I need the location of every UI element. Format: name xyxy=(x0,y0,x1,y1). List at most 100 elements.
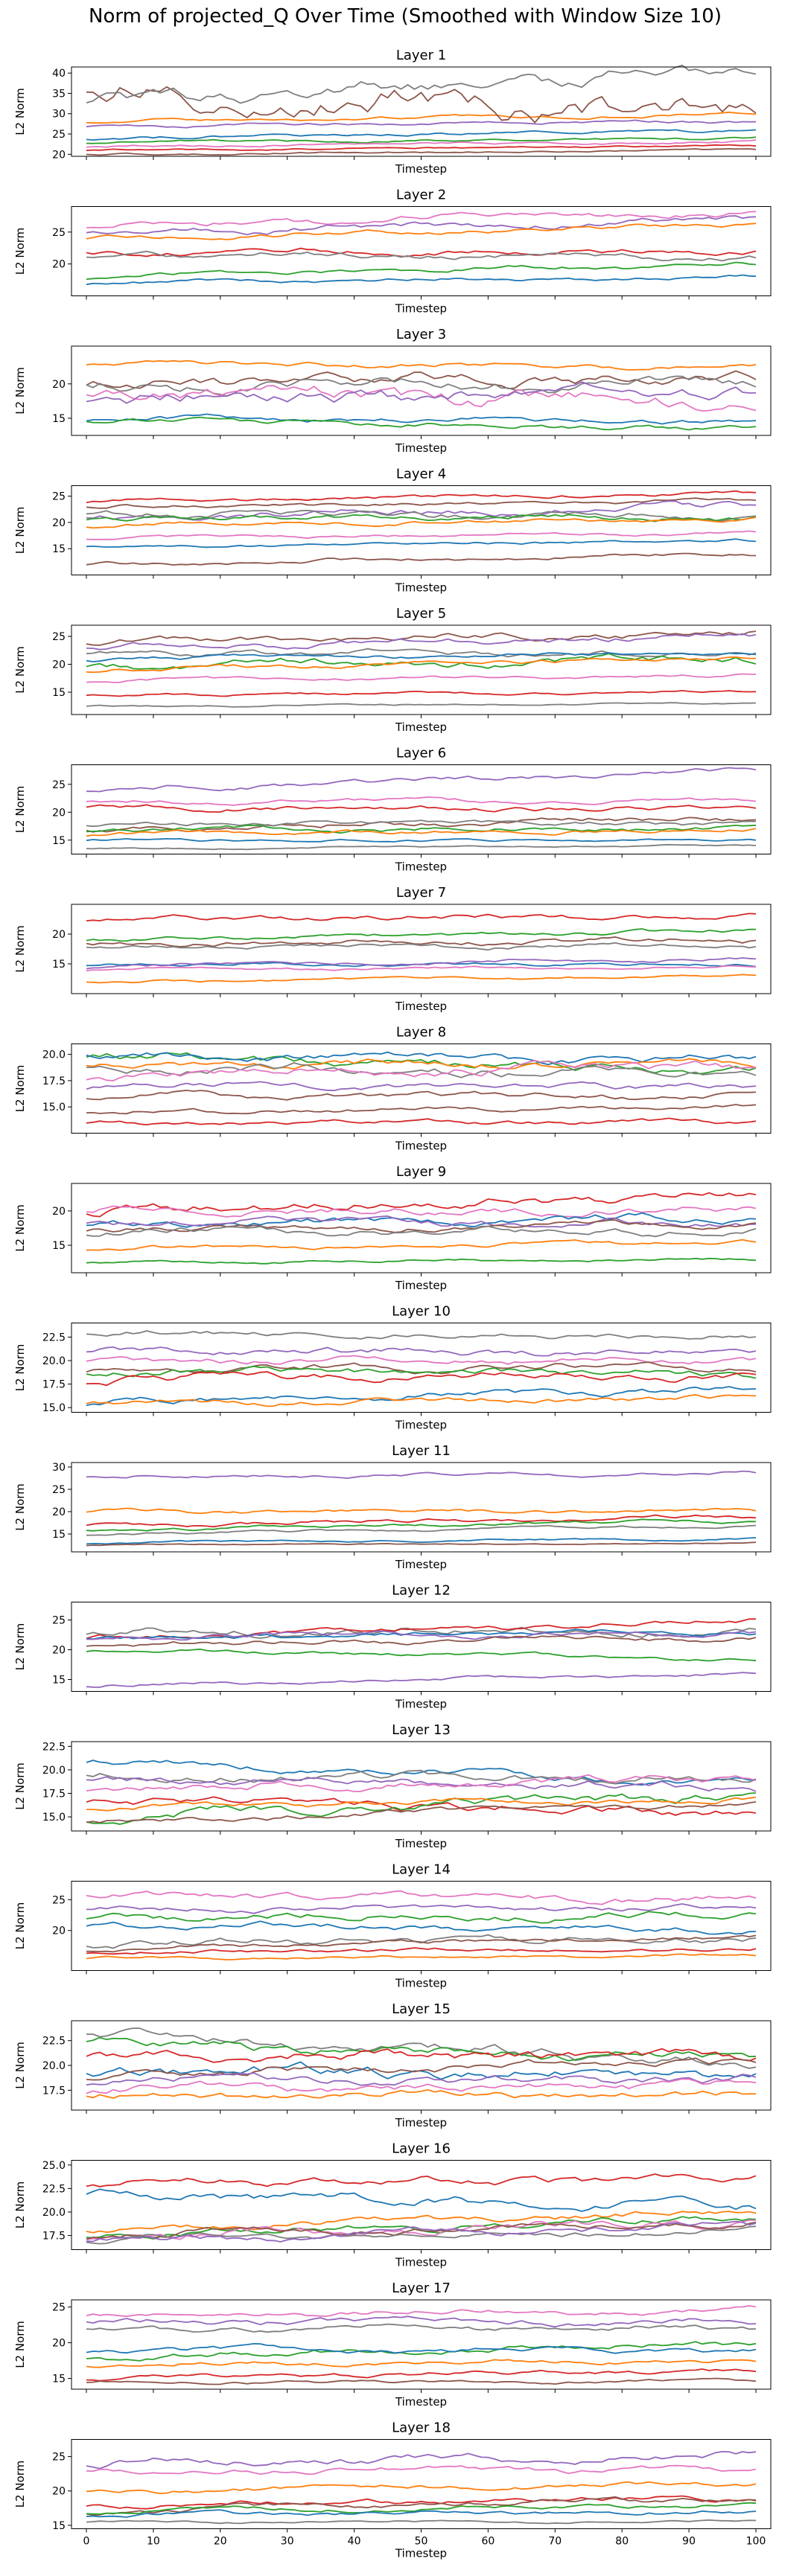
subplot-title: Layer 12 xyxy=(392,1583,451,1599)
x-axis-label: Timestep xyxy=(395,860,447,874)
series-line xyxy=(86,2464,757,2476)
series-line xyxy=(86,843,757,851)
x-tick-label: 70 xyxy=(548,2536,562,2548)
series-line xyxy=(86,1192,757,1218)
series-line xyxy=(86,2323,757,2333)
series-line xyxy=(86,1774,757,1792)
y-axis-label: L2 Norm xyxy=(13,1902,27,1950)
y-axis-label: L2 Norm xyxy=(13,786,27,834)
series-line xyxy=(86,1365,757,1379)
series-line xyxy=(86,375,757,397)
x-axis-label: Timestep xyxy=(395,2116,447,2129)
series-line xyxy=(86,1355,757,1365)
series-line xyxy=(86,2315,757,2328)
y-tick-label: 15 xyxy=(52,413,66,425)
x-tick-label: 50 xyxy=(415,2536,428,2548)
series-line xyxy=(86,936,757,947)
series-line xyxy=(86,2072,757,2086)
subplot-layer-6: Layer 6 15 20 25 Timestep L2 Norm xyxy=(13,746,772,874)
y-tick-label: 15 xyxy=(52,1240,66,1252)
y-tick-label: 17.5 xyxy=(42,1076,66,1087)
series-line xyxy=(86,1776,757,1792)
series-line xyxy=(86,2173,757,2187)
subplot-layer-7: Layer 7 15 20 Timestep L2 Norm xyxy=(13,885,772,1013)
y-tick-label: 35 xyxy=(52,88,66,100)
x-axis-label: Timestep xyxy=(395,1000,447,1013)
subplot-layer-8: Layer 8 15.0 17.5 20.0 Timestep L2 Norm xyxy=(13,1025,772,1153)
subplot-title: Layer 18 xyxy=(392,2420,451,2436)
series-line xyxy=(86,1371,757,1387)
series-line xyxy=(86,2341,757,2362)
series-line xyxy=(86,1386,757,1407)
series-line xyxy=(86,957,757,970)
series-line xyxy=(86,974,757,984)
subplot-layer-10: Layer 10 15.0 17.5 20.0 22.5 Timestep L2 Norm xyxy=(13,1304,772,1432)
y-tick-label: 25 xyxy=(52,491,66,503)
x-axis-label: Timestep xyxy=(395,1558,447,1571)
subplot-title: Layer 14 xyxy=(392,1862,451,1878)
subplot-title: Layer 6 xyxy=(396,746,446,761)
subplot-title: Layer 13 xyxy=(392,1722,451,1738)
series-line xyxy=(86,633,757,651)
y-tick-label: 25 xyxy=(52,1484,66,1496)
series-line xyxy=(86,673,757,683)
y-tick-label: 25 xyxy=(52,227,66,239)
series-line xyxy=(86,1792,757,1825)
series-line xyxy=(86,552,757,566)
subplot-layer-18: Layer 18 15 20 25 0 10 20 30 40 50 60 70 80 90 100 Time… xyxy=(13,2420,772,2560)
x-axis-label: Timestep xyxy=(395,720,447,734)
series-line xyxy=(86,656,757,674)
series-line xyxy=(86,514,757,522)
y-tick-label: 25.0 xyxy=(42,2160,66,2172)
series-line xyxy=(86,2509,757,2518)
plot-frame xyxy=(71,1602,772,1692)
series-line xyxy=(86,1934,757,1953)
series-line xyxy=(86,2304,757,2318)
x-axis-label: Timestep xyxy=(395,2547,447,2560)
series-line xyxy=(86,1225,757,1238)
series-line xyxy=(86,2519,757,2525)
subplot-layer-11: Layer 11 15 20 25 30 Timestep L2 Norm xyxy=(13,1443,772,1571)
series-line xyxy=(86,1903,757,1914)
subplot-layer-4: Layer 4 15 20 25 Timestep L2 Norm xyxy=(13,467,772,595)
y-tick-label: 22.5 xyxy=(42,2036,66,2048)
series-line xyxy=(86,136,757,144)
series-line xyxy=(86,261,757,280)
y-tick-label: 20 xyxy=(52,517,66,529)
series-line xyxy=(86,1051,757,1066)
series-line xyxy=(86,2088,757,2099)
y-tick-label: 25 xyxy=(52,631,66,643)
x-tick-label: 90 xyxy=(682,2536,696,2548)
series-line xyxy=(86,652,757,662)
subplot-title: Layer 2 xyxy=(396,188,446,203)
x-axis-label: Timestep xyxy=(395,2256,447,2269)
series-line xyxy=(86,1524,757,1536)
series-line xyxy=(86,530,757,540)
y-tick-label: 15 xyxy=(52,2374,66,2385)
y-tick-label: 15.0 xyxy=(42,1102,66,1113)
y-tick-label: 22.5 xyxy=(42,1332,66,1343)
y-tick-label: 20 xyxy=(52,1925,66,1937)
series-line xyxy=(86,819,756,828)
y-tick-label: 22.5 xyxy=(42,1741,66,1753)
series-line xyxy=(86,2368,757,2382)
x-axis-label: Timestep xyxy=(395,1698,447,1711)
y-tick-label: 20 xyxy=(52,2338,66,2350)
series-line xyxy=(86,1911,757,1924)
y-tick-label: 25 xyxy=(52,2452,66,2464)
subplot-title: Layer 9 xyxy=(396,1164,446,1180)
y-tick-label: 20 xyxy=(52,807,66,819)
y-tick-label: 20 xyxy=(52,929,66,941)
subplot-title: Layer 3 xyxy=(396,327,446,342)
series-line xyxy=(86,767,757,793)
series-line xyxy=(86,1081,757,1092)
x-tick-label: 100 xyxy=(746,2536,766,2548)
y-axis-label: L2 Norm xyxy=(13,2461,27,2508)
series-line xyxy=(86,215,757,236)
y-tick-label: 20.0 xyxy=(42,1355,66,1367)
y-tick-label: 25 xyxy=(52,1894,66,1906)
y-tick-label: 25 xyxy=(52,2302,66,2314)
series-line xyxy=(86,1518,757,1532)
series-line xyxy=(86,2225,757,2245)
series-line xyxy=(86,2495,757,2510)
